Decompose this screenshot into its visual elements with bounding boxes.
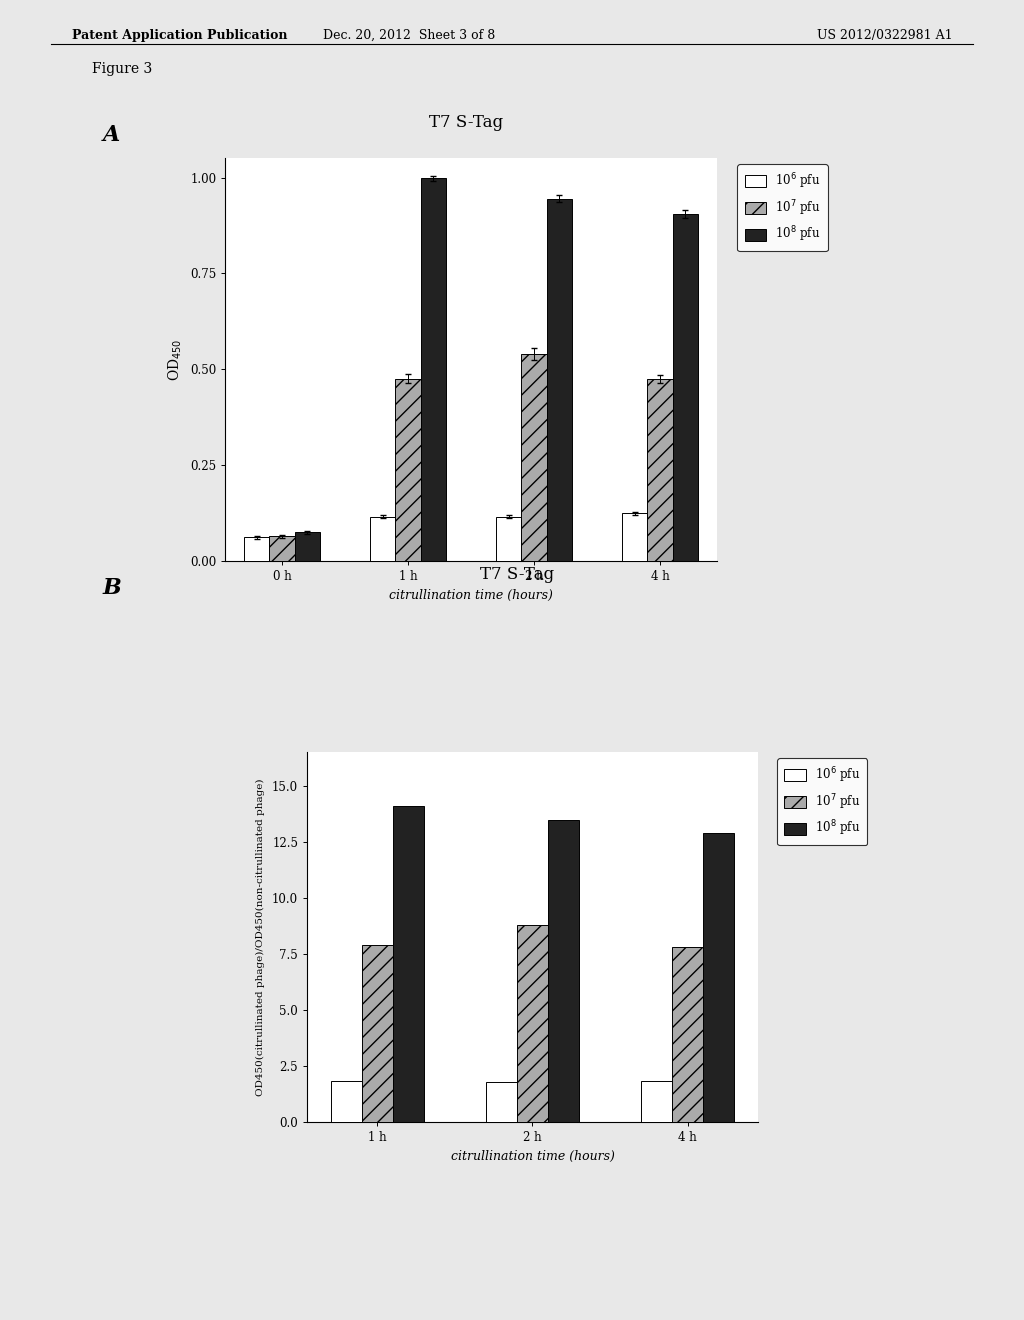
Bar: [395, 379, 421, 561]
Text: US 2012/0322981 A1: US 2012/0322981 A1: [817, 29, 952, 42]
Bar: [361, 945, 392, 1122]
Legend: 10$^6$ pfu, 10$^7$ pfu, 10$^8$ pfu: 10$^6$ pfu, 10$^7$ pfu, 10$^8$ pfu: [737, 164, 827, 251]
Bar: [497, 517, 521, 561]
Text: A: A: [102, 124, 120, 147]
Bar: [392, 807, 424, 1122]
Bar: [547, 199, 571, 561]
Y-axis label: OD450(citrullinated phage)/OD450(non-citrullinated phage): OD450(citrullinated phage)/OD450(non-cit…: [256, 779, 265, 1096]
Bar: [485, 1081, 517, 1122]
Text: T7 S-Tag: T7 S-Tag: [429, 114, 503, 131]
Text: Dec. 20, 2012  Sheet 3 of 8: Dec. 20, 2012 Sheet 3 of 8: [324, 29, 496, 42]
Bar: [295, 532, 319, 561]
Text: B: B: [102, 577, 121, 599]
X-axis label: citrullination time (hours): citrullination time (hours): [451, 1150, 614, 1163]
Y-axis label: OD$_{450}$: OD$_{450}$: [167, 338, 184, 381]
Bar: [647, 379, 673, 561]
Bar: [421, 178, 445, 561]
Bar: [521, 354, 547, 561]
Legend: 10$^6$ pfu, 10$^7$ pfu, 10$^8$ pfu: 10$^6$ pfu, 10$^7$ pfu, 10$^8$ pfu: [777, 758, 867, 845]
Bar: [269, 536, 295, 561]
Text: Figure 3: Figure 3: [92, 62, 153, 77]
Bar: [641, 1081, 673, 1122]
Bar: [703, 833, 734, 1122]
Text: T7 S-Tag: T7 S-Tag: [480, 566, 554, 583]
X-axis label: citrullination time (hours): citrullination time (hours): [389, 589, 553, 602]
Bar: [371, 517, 395, 561]
Bar: [623, 513, 647, 561]
Bar: [517, 925, 548, 1122]
Bar: [673, 214, 698, 561]
Text: Patent Application Publication: Patent Application Publication: [72, 29, 287, 42]
Bar: [244, 537, 269, 561]
Bar: [673, 948, 703, 1122]
Bar: [331, 1081, 361, 1122]
Bar: [548, 820, 580, 1122]
